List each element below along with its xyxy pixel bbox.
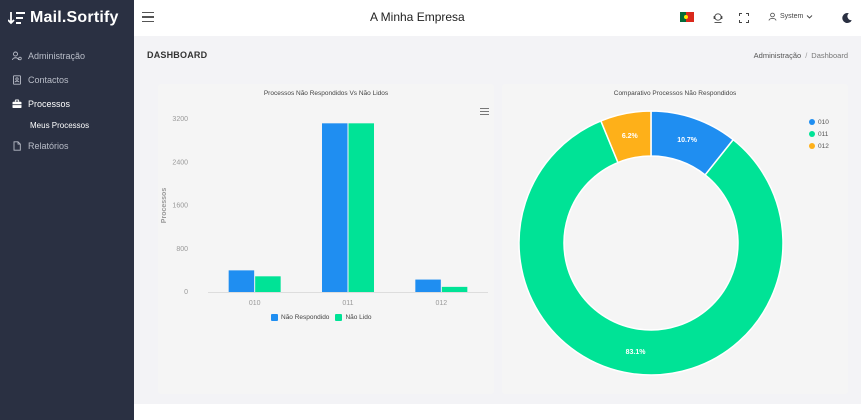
- y-tick-label: 1600: [172, 203, 188, 210]
- brand-logo[interactable]: Mail.Sortify: [0, 0, 134, 36]
- legend-label: 010: [818, 118, 829, 126]
- legend-dot: [809, 119, 815, 125]
- bar-011-nao-lido: [348, 123, 374, 292]
- fullscreen-icon[interactable]: [738, 11, 750, 23]
- donut-slice-012: [599, 110, 652, 164]
- brand-name: Mail.Sortify: [30, 9, 119, 26]
- support-icon[interactable]: [712, 11, 724, 23]
- topbar: A Minha Empresa System: [134, 0, 861, 36]
- bar-chart-legend: Não Respondido Não Lido: [271, 314, 377, 321]
- sidebar-item-administracao[interactable]: Administração: [0, 44, 134, 68]
- chevron-down-icon: [807, 15, 813, 19]
- donut-value-label: 83.1%: [626, 349, 647, 356]
- bar-chart-card: Processos Não Respondidos Vs Não Lidos 3…: [158, 84, 494, 394]
- legend-label: Não Respondido: [281, 314, 330, 321]
- bar-010-nao-respondido: [228, 270, 255, 292]
- sidebar-subitem-label: Meus Processos: [30, 120, 90, 130]
- breadcrumb-current: Dashboard: [811, 51, 848, 60]
- user-icon: [768, 12, 777, 21]
- legend-item-nao-lido[interactable]: Não Lido: [335, 314, 371, 321]
- donut-chart-legend: 010 011 012: [809, 116, 829, 152]
- sidebar-item-contactos[interactable]: Contactos: [0, 68, 134, 92]
- footer-strip: [134, 404, 861, 420]
- y-tick-label: 0: [184, 289, 188, 296]
- company-name: A Minha Empresa: [370, 10, 465, 24]
- sidebar-nav: Administração Contactos Processos Meus P…: [0, 44, 134, 158]
- sidebar-subitem-meus-processos[interactable]: Meus Processos: [0, 116, 134, 134]
- legend-label: 012: [818, 142, 829, 150]
- donut-chart-card: Comparativo Processos Não Respondidos 10…: [502, 84, 848, 394]
- dark-mode-icon[interactable]: [841, 11, 853, 23]
- x-tick-label: 012: [435, 300, 447, 307]
- legend-swatch: [335, 314, 343, 321]
- legend-label: Não Lido: [345, 314, 372, 321]
- legend-item-011[interactable]: 011: [809, 128, 829, 140]
- legend-dot: [809, 131, 815, 137]
- x-tick-label: 011: [342, 300, 353, 307]
- y-tick-label: 3200: [172, 116, 188, 123]
- sidebar: Mail.Sortify Administração Contactos Pro…: [0, 0, 134, 420]
- donut-slice-011: [518, 119, 784, 376]
- portugal-flag-icon[interactable]: [680, 12, 694, 22]
- sidebar-item-label: Processos: [28, 99, 71, 109]
- bar-012-nao-lido: [441, 286, 468, 292]
- sidebar-item-label: Contactos: [28, 75, 69, 85]
- briefcase-icon: [12, 99, 22, 109]
- donut-chart-title: Comparativo Processos Não Respondidos: [613, 90, 737, 97]
- content-header: DASHBOARD Administração / Dashboard: [134, 36, 861, 74]
- y-tick-label: 800: [176, 246, 188, 253]
- users-cog-icon: [12, 51, 22, 61]
- bar-011-nao-respondido: [322, 123, 348, 292]
- sort-logo-icon: [8, 12, 25, 25]
- bar-012-nao-respondido: [415, 279, 441, 292]
- sidebar-item-label: Administração: [28, 51, 86, 61]
- breadcrumb-link-administracao[interactable]: Administração: [753, 51, 802, 60]
- breadcrumb: Administração / Dashboard: [753, 51, 848, 60]
- sidebar-item-label: Relatórios: [28, 141, 69, 151]
- y-axis-label: Processos: [161, 188, 168, 224]
- chart-menu-icon[interactable]: [480, 108, 489, 115]
- user-menu[interactable]: System: [768, 12, 816, 21]
- legend-swatch: [271, 314, 278, 321]
- page-title: DASHBOARD: [147, 50, 208, 60]
- sidebar-item-relatorios[interactable]: Relatórios: [0, 134, 134, 158]
- donut-value-label: 10.7%: [677, 137, 698, 144]
- bar-chart-title: Processos Não Respondidos Vs Não Lidos: [263, 90, 389, 97]
- address-book-icon: [12, 75, 22, 85]
- user-name: System: [780, 13, 804, 20]
- legend-item-012[interactable]: 012: [809, 140, 829, 152]
- menu-icon[interactable]: [142, 12, 154, 22]
- y-tick-label: 2400: [172, 159, 188, 166]
- donut-chart: 10.7% 83.1% 6.2%: [518, 110, 784, 376]
- bar-chart: 3200 2400 1600 800 0 Processos 010 011 012: [161, 116, 488, 307]
- legend-label: 011: [818, 130, 829, 138]
- legend-dot: [809, 143, 815, 149]
- donut-value-label: 6.2%: [622, 133, 639, 140]
- legend-item-nao-respondido[interactable]: Não Respondido: [271, 314, 329, 321]
- bar-010-nao-lido: [255, 276, 281, 292]
- file-icon: [12, 141, 22, 151]
- sidebar-item-processos[interactable]: Processos: [0, 92, 134, 116]
- legend-item-010[interactable]: 010: [809, 116, 829, 128]
- x-tick-label: 010: [249, 300, 261, 307]
